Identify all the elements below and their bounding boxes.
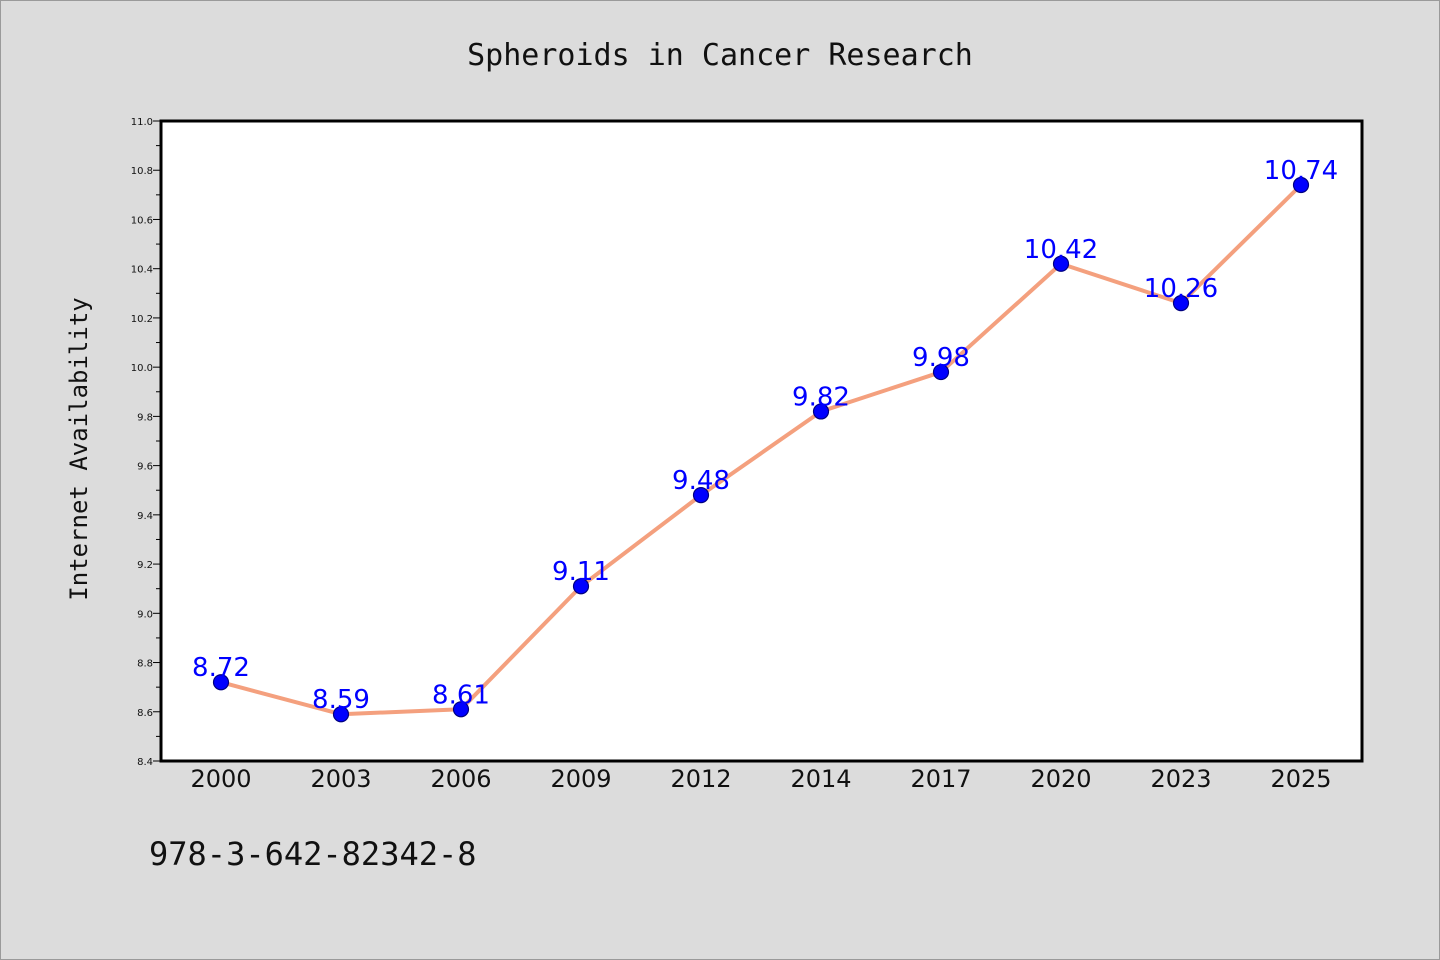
data-point — [1292, 176, 1310, 194]
data-label: 9.98 — [912, 343, 970, 373]
x-tick-label: 2017 — [910, 765, 971, 793]
data-point — [332, 706, 350, 723]
data-label: 8.61 — [432, 680, 490, 710]
data-label: 10.42 — [1024, 235, 1098, 265]
y-tick-label: 9.4 — [137, 511, 153, 522]
x-tick-label: 2009 — [550, 765, 611, 793]
data-point — [1172, 295, 1190, 312]
data-point — [1052, 255, 1070, 272]
y-axis: 8.4 8.6 8.8 9.0 9.2 9.4 9.6 9.8 10.0 10.2 10.4 10.6… — [131, 117, 161, 768]
data-labels: 8.72 8.59 8.61 9.11 9.48 9.82 9.98 10.42 10.26 10… — [192, 156, 1338, 715]
data-label: 9.48 — [672, 466, 730, 496]
y-tick-label: 10.0 — [131, 363, 153, 374]
y-tick-label: 11.0 — [131, 117, 153, 128]
y-tick-label: 9.2 — [137, 560, 153, 571]
x-tick-label: 2012 — [670, 765, 731, 793]
y-tick-label: 8.6 — [137, 708, 153, 719]
series-line-group — [212, 176, 1310, 723]
x-tick-label: 2023 — [1150, 765, 1211, 793]
data-point — [452, 701, 470, 718]
y-tick-label: 10.4 — [131, 265, 153, 276]
series-line — [220, 183, 1303, 717]
data-point — [692, 487, 710, 504]
data-label: 10.74 — [1264, 156, 1338, 186]
y-tick-label: 8.8 — [137, 659, 153, 670]
data-label: 9.82 — [792, 382, 850, 412]
x-tick-label: 2020 — [1030, 765, 1091, 793]
x-tick-label: 2003 — [310, 765, 371, 793]
plot-area — [159, 119, 1364, 763]
y-tick-label: 10.6 — [131, 215, 153, 226]
y-tick-label: 10.8 — [131, 166, 153, 177]
x-tick-label: 2006 — [430, 765, 491, 793]
x-tick-label: 2014 — [790, 765, 851, 793]
data-point — [932, 363, 950, 381]
y-axis-label: Internet Availability — [65, 297, 93, 600]
data-label: 9.11 — [552, 557, 610, 587]
x-tick-label: 2000 — [190, 765, 251, 793]
data-point — [572, 578, 590, 595]
y-tick-label: 10.2 — [131, 314, 153, 325]
chart-title: Spheroids in Cancer Research — [467, 38, 973, 73]
y-tick-label: 9.8 — [137, 412, 153, 423]
y-tick-label: 9.6 — [137, 462, 153, 473]
data-point — [212, 674, 230, 691]
data-label: 10.26 — [1144, 274, 1218, 304]
data-label: 8.72 — [192, 653, 250, 683]
y-tick-label: 8.4 — [137, 757, 153, 768]
data-point — [812, 403, 830, 420]
y-tick-label: 9.0 — [137, 609, 153, 620]
data-label: 8.59 — [312, 685, 370, 715]
x-axis: 2000 2003 2006 2009 2012 2014 2017 2020 2023 2025 — [190, 765, 1331, 793]
footer-id: 978-3-642-82342-8 — [149, 835, 477, 873]
x-tick-label: 2025 — [1270, 765, 1331, 793]
